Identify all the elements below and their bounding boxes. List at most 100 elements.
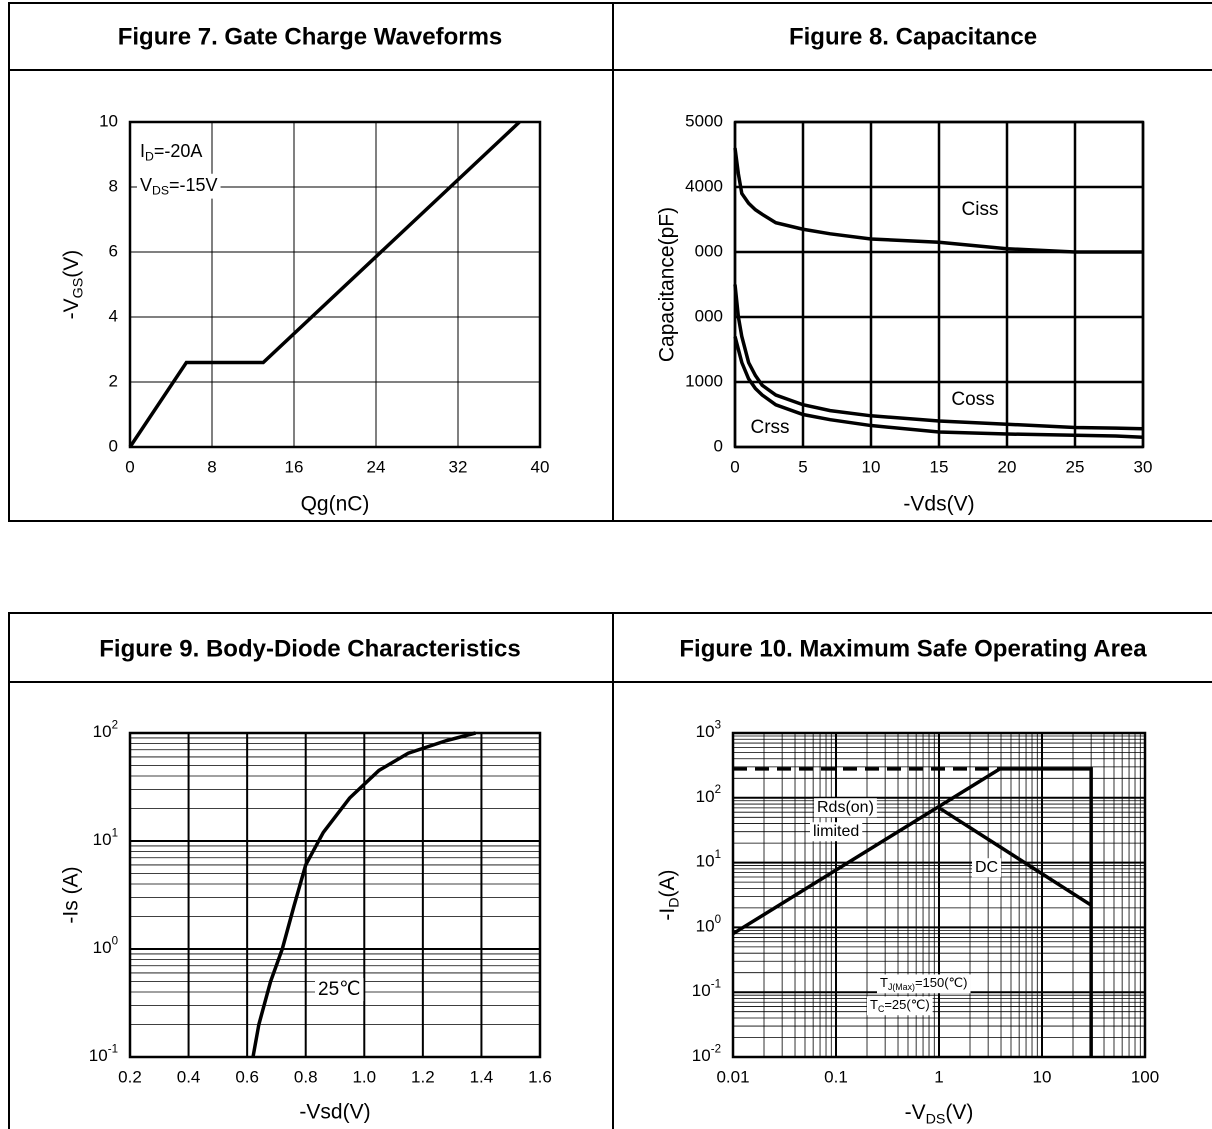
y-tick-label: 8 <box>109 176 118 195</box>
annotation-background <box>814 798 877 818</box>
y-tick-label: 102 <box>696 784 721 806</box>
chart-title: Figure 9. Body-Diode Characteristics <box>99 635 520 662</box>
x-tick-label: 0.2 <box>118 1067 142 1086</box>
grid <box>129 121 541 448</box>
y-tick-label-part: -1 <box>108 1043 118 1055</box>
annotation: 25℃ <box>318 979 360 1000</box>
annotation-part: C <box>878 1004 885 1014</box>
x-tick-label: 0.6 <box>235 1067 259 1086</box>
y-axis-label-part: -I <box>656 908 679 921</box>
y-tick-label: 0 <box>109 436 118 455</box>
annotation-background <box>972 858 1002 878</box>
data-line <box>732 767 1093 1057</box>
y-axis-label-part: GS <box>70 278 86 299</box>
annotation-background <box>877 974 971 994</box>
y-axis-label-part: -V <box>60 298 83 319</box>
x-tick-label: 5 <box>798 457 807 476</box>
y-tick-label-part: 0 <box>112 935 118 947</box>
y-tick-label-part: 10 <box>93 722 112 741</box>
x-axis-label: -VDS(V) <box>905 1101 974 1128</box>
y-tick-label: 6 <box>109 241 118 260</box>
y-tick-label-part: 10 <box>692 1046 711 1065</box>
y-axis-label-part: (A) <box>656 869 679 897</box>
x-axis-label: -Vds(V) <box>903 493 974 516</box>
y-tick-label-part: 10 <box>696 852 715 871</box>
annotation-part: D <box>145 150 154 164</box>
y-tick-label: 2 <box>109 371 118 390</box>
y-tick-label: 101 <box>696 849 721 871</box>
y-tick-label-part: 1 <box>715 849 721 861</box>
annotation: TC=25(℃) <box>870 997 930 1014</box>
y-tick-label: 5000 <box>685 111 723 130</box>
chart-title: Figure 10. Maximum Safe Operating Area <box>679 635 1147 662</box>
x-tick-label: 1.2 <box>411 1067 435 1086</box>
annotation-part: =25(℃) <box>884 997 929 1012</box>
annotation-background <box>315 978 364 1002</box>
y-tick-label: 103 <box>696 719 721 741</box>
y-tick-label: 102 <box>93 719 118 741</box>
x-axis-label: Qg(nC) <box>301 493 370 516</box>
y-tick-label-part: 1 <box>112 827 118 839</box>
plot-frame <box>128 120 542 449</box>
annotation: DC <box>975 859 998 876</box>
y-tick-label-part: 10 <box>93 830 112 849</box>
y-tick-label-part: 2 <box>715 784 721 796</box>
x-tick-label: 10 <box>1033 1067 1052 1086</box>
x-tick-label: 8 <box>207 457 216 476</box>
y-axis-label-part: D <box>666 897 682 907</box>
plot-frame <box>731 731 1147 1059</box>
annotation: TJ(Max)=150(℃) <box>880 975 967 992</box>
series-label-background <box>948 388 998 412</box>
y-tick-label-part: 10 <box>93 938 112 957</box>
series-label-background <box>958 198 1002 222</box>
y-tick-label-part: 10 <box>696 722 715 741</box>
y-tick-label-part: -2 <box>711 1043 721 1055</box>
y-tick-label: 10-1 <box>692 979 721 1001</box>
x-tick-label: 30 <box>1134 457 1153 476</box>
table-frames <box>8 2 1212 1129</box>
x-tick-label: 1.4 <box>470 1067 494 1086</box>
y-axis-label: -Is (A) <box>60 866 83 923</box>
annotation-part: J(Max) <box>888 982 915 992</box>
x-tick-label: 0.01 <box>716 1067 749 1086</box>
data-line <box>733 147 1143 254</box>
annotation-part: =-20A <box>154 141 203 161</box>
y-tick-label-part: 10 <box>692 982 711 1001</box>
annotation: limited <box>813 823 859 840</box>
y-axis-label: -ID(A) <box>656 869 683 920</box>
x-tick-label: 24 <box>367 457 386 476</box>
plot-frame <box>128 731 542 1059</box>
x-tick-label: 0.4 <box>177 1067 201 1086</box>
x-tick-label: 100 <box>1131 1067 1159 1086</box>
x-tick-label: 40 <box>531 457 550 476</box>
y-tick-label-part: -1 <box>711 979 721 991</box>
y-tick-label: 100 <box>93 935 118 957</box>
annotation-part: I <box>140 141 145 161</box>
x-tick-label: 32 <box>449 457 468 476</box>
annotation-background <box>137 173 221 199</box>
grid <box>733 120 1145 449</box>
y-tick-label: 10 <box>99 111 118 130</box>
data-line <box>251 731 477 1058</box>
grid <box>129 732 541 1058</box>
series-label: Ciss <box>962 199 999 220</box>
y-tick-label: 000 <box>695 241 723 260</box>
x-tick-label: 15 <box>930 457 949 476</box>
series-label-background <box>747 416 793 440</box>
y-tick-label-part: 10 <box>696 787 715 806</box>
annotation-part: =-15V <box>169 175 218 195</box>
y-tick-label: 101 <box>93 827 118 849</box>
y-tick-label-part: 10 <box>696 917 715 936</box>
y-axis-label: Capacitance(pF) <box>656 207 679 362</box>
data-line <box>128 120 521 448</box>
y-tick-label: 4 <box>109 306 118 325</box>
annotation-part: T <box>880 975 888 990</box>
y-tick-label-part: 2 <box>112 719 118 731</box>
annotation-part: =150(℃) <box>915 975 968 990</box>
y-tick-label: 10-1 <box>89 1043 118 1065</box>
annotation: ID=-20A <box>140 141 202 164</box>
annotation-background <box>137 139 206 165</box>
annotation-part: 25℃ <box>318 979 360 1000</box>
x-axis-label: -Vsd(V) <box>299 1101 370 1124</box>
annotation-part: V <box>140 175 152 195</box>
